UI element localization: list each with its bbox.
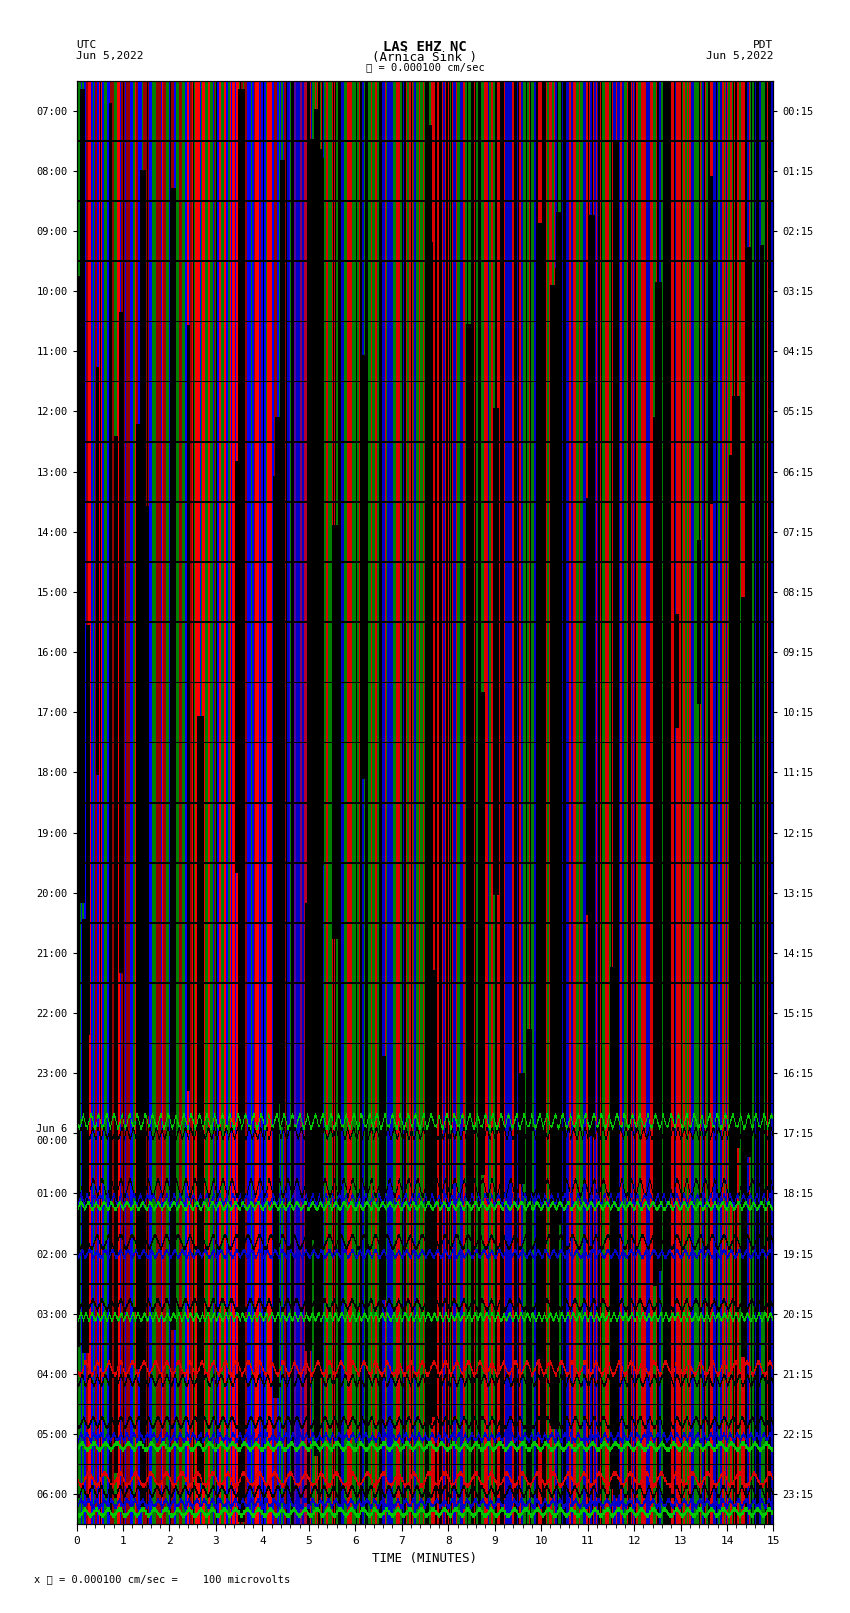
Text: UTC: UTC	[76, 39, 97, 50]
Text: Jun 5,2022: Jun 5,2022	[76, 50, 144, 61]
Text: ⎹ = 0.000100 cm/sec: ⎹ = 0.000100 cm/sec	[366, 63, 484, 73]
Text: (Arnica Sink ): (Arnica Sink )	[372, 50, 478, 65]
Text: PDT: PDT	[753, 39, 774, 50]
Text: x ⎹ = 0.000100 cm/sec =    100 microvolts: x ⎹ = 0.000100 cm/sec = 100 microvolts	[34, 1574, 290, 1584]
Text: Jun 5,2022: Jun 5,2022	[706, 50, 774, 61]
Text: LAS EHZ NC: LAS EHZ NC	[383, 39, 467, 53]
X-axis label: TIME (MINUTES): TIME (MINUTES)	[372, 1552, 478, 1565]
